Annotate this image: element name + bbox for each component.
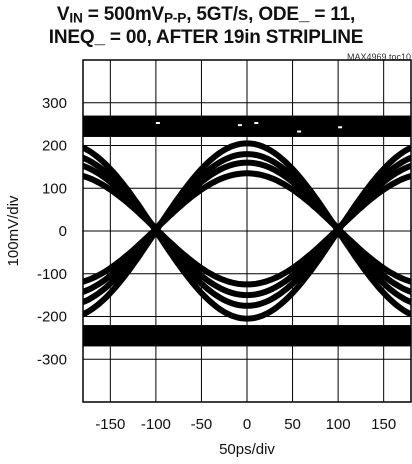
y-axis-label: 100mV/div [5,195,22,266]
eye-traces [83,115,411,347]
x-tick-label: 100 [326,416,351,433]
rail-noise-gap [237,124,242,127]
x-tick-label: 0 [243,416,251,433]
title-vin-value: = 500mV [82,4,164,25]
eye-falling-trace [83,172,247,288]
x-tick-label: -100 [141,416,171,433]
rail-noise-gap [254,121,259,124]
y-tick-labels: 300 200 100 0 -100 -200 -300 [37,95,67,369]
y-tick-label: 100 [42,180,67,197]
title-vpp-subscript: P-P [164,10,187,26]
x-axis-label: 50ps/div [219,441,275,458]
y-tick-label: 0 [59,223,67,240]
title-vin-symbol: V [56,4,70,25]
eye-low-rail [83,325,411,347]
y-tick-label: 200 [42,138,67,155]
x-tick-label: 50 [284,416,301,433]
y-tick-label: -300 [37,351,67,368]
figure-id: MAX4969 toc10 [347,52,412,62]
eye-high-rail [83,115,411,137]
chart-title-line2: INEQ_ = 00, AFTER 19in STRIPLINE [48,27,364,48]
eye-falling-trace [246,170,411,285]
y-tick-label: 300 [42,95,67,112]
rail-noise-gap [297,130,302,133]
title-vin-subscript: IN [69,10,83,26]
grid [83,60,411,402]
rail-noise-gap [338,126,343,129]
rail-noise-gap [155,121,160,124]
x-tick-label: 150 [371,416,396,433]
y-tick-label: -100 [37,266,67,283]
x-tick-label: -150 [95,416,125,433]
x-tick-labels: -150 -100 -50 0 50 100 150 [95,416,396,433]
title-rest: , 5GT/s, ODE_ = 11, [186,4,356,25]
plot-frame [82,59,412,403]
y-tick-label: -200 [37,309,67,326]
x-tick-label: -50 [191,416,213,433]
chart-title-line1: VIN = 500mVP-P, 5GT/s, ODE_ = 11, [0,4,412,26]
